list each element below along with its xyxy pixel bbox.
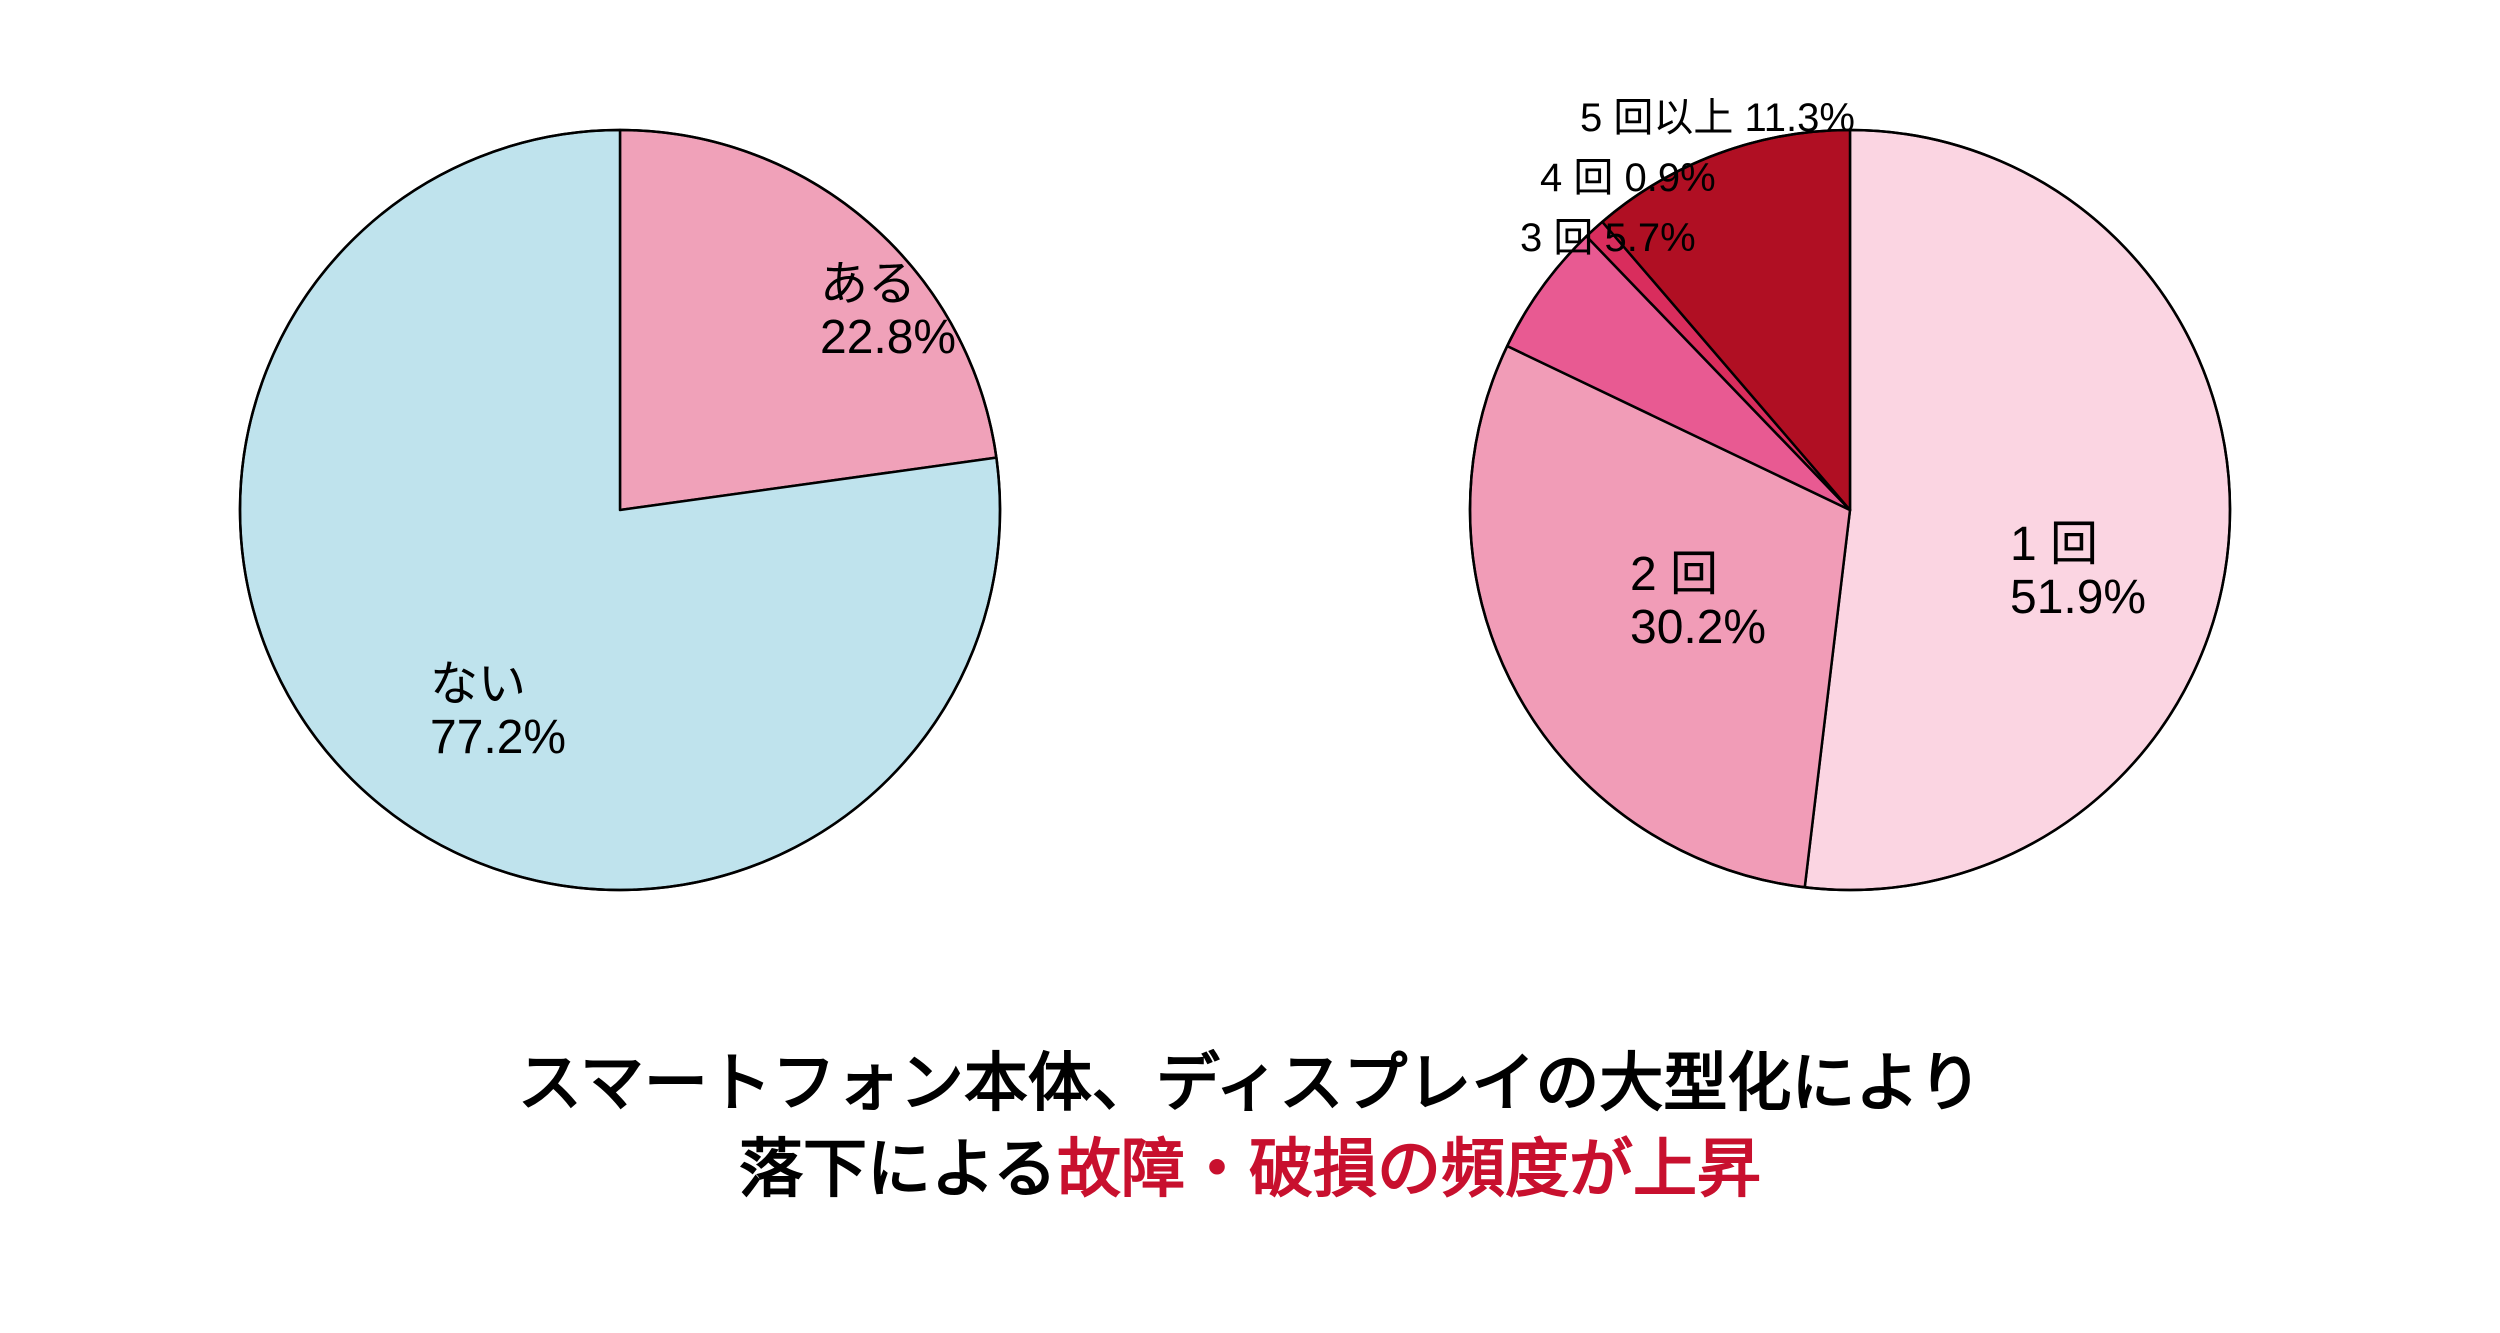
slice-label-yes: ある22.8% <box>820 258 956 364</box>
external-label-4x: 4 回 0.9% <box>1540 145 1716 203</box>
infographic-caption: スマートフォン本体、ディスプレイの大型化により 落下による故障・破損の頻度が上昇 <box>0 1040 2500 1213</box>
caption-line2-emph: 故障・破損の頻度が上昇 <box>1057 1133 1761 1205</box>
pie-slice-1x <box>1805 130 2230 890</box>
infographic-stage: ある22.8%ない77.2% 1 回51.9%2 回30.2% 3 回 5.7%… <box>0 0 2500 1333</box>
caption-line2-a: 落下による <box>739 1133 1057 1205</box>
caption-line1: スマートフォン本体、ディスプレイの大型化により <box>518 1047 1982 1119</box>
external-label-5up: 5 回以上 11.3% <box>1580 85 1855 143</box>
external-label-3x: 3 回 5.7% <box>1520 205 1696 263</box>
pie-chart-left: ある22.8%ない77.2% <box>235 125 1005 895</box>
